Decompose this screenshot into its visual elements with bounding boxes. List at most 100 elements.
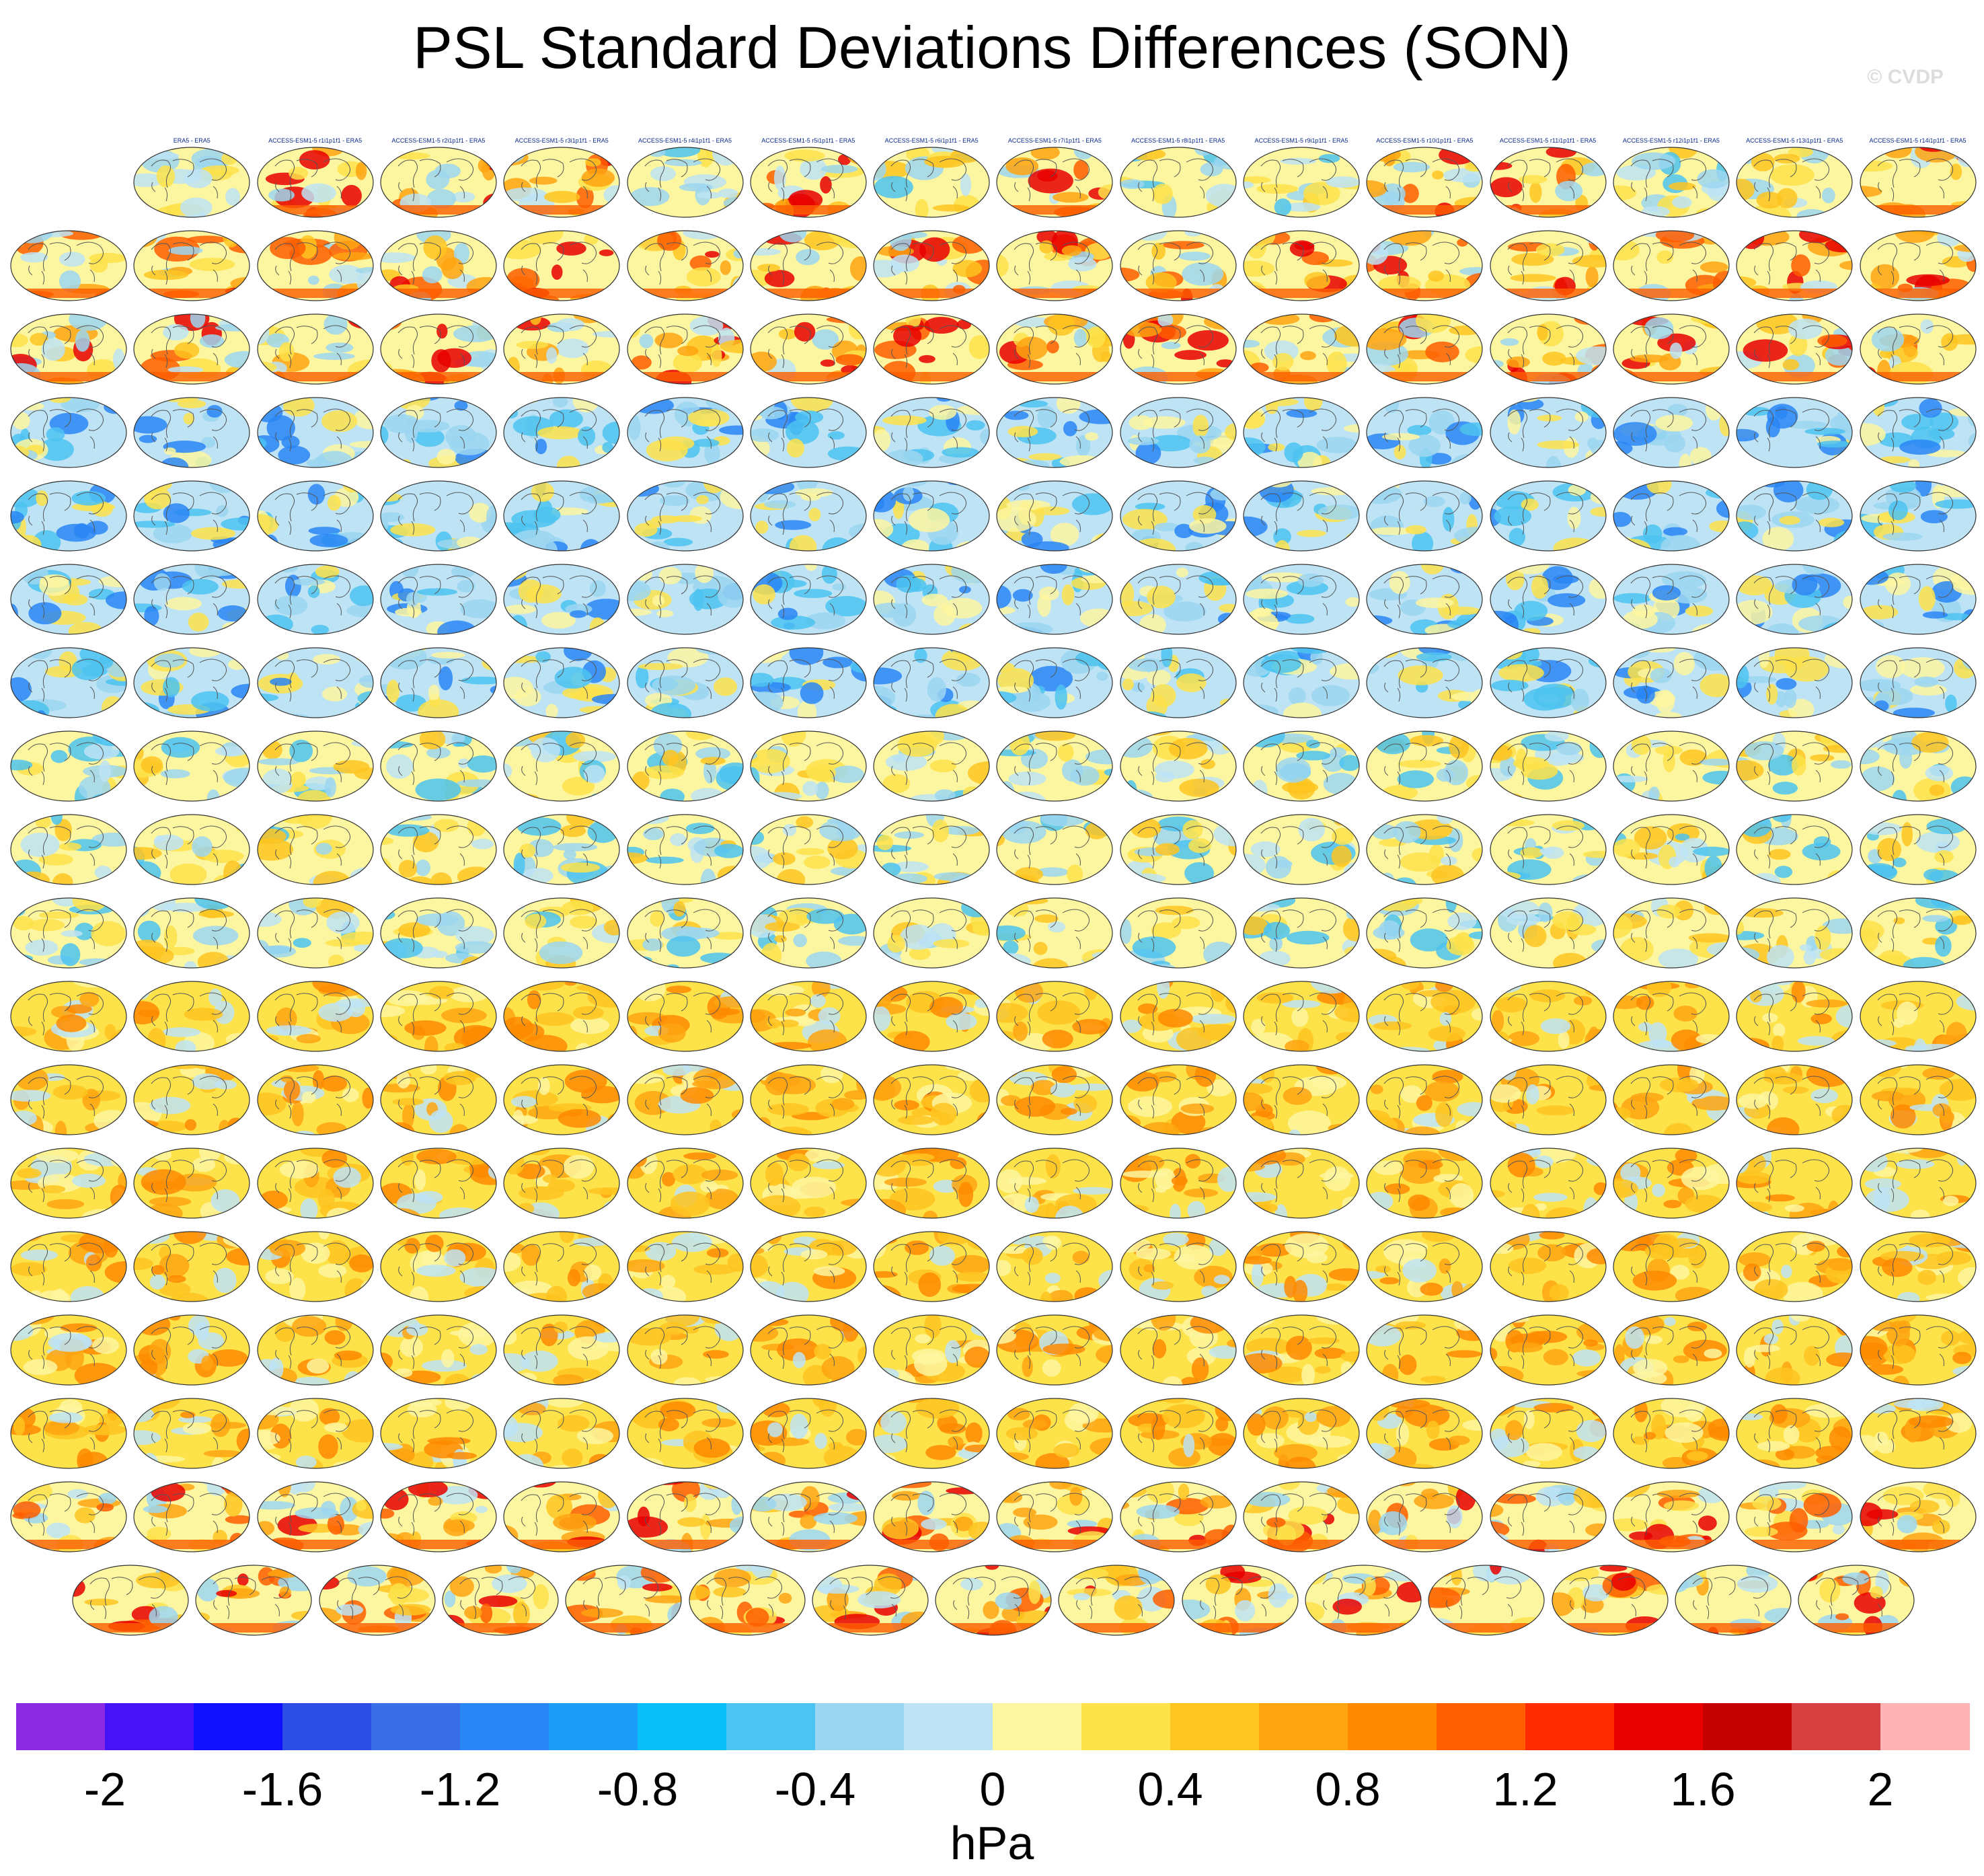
globe-map [1859, 981, 1977, 1052]
map-panel [1119, 303, 1237, 387]
map-panel-title [1735, 720, 1854, 730]
map-panel [1489, 720, 1607, 804]
map-panel-title [256, 1054, 375, 1063]
map-panel-title [502, 887, 621, 897]
map-panel-title [1365, 971, 1484, 980]
map-panel-title [626, 387, 745, 396]
globe-map [1489, 1398, 1607, 1469]
globe-map [626, 897, 744, 969]
map-panel [502, 804, 621, 887]
map-panel-title [441, 1554, 560, 1564]
globe-map [750, 1148, 867, 1219]
map-panel-title: ACCESS-ESM1-5 r11i1p1f1 - ERA5 [1499, 137, 1597, 144]
map-panel [1242, 720, 1361, 804]
map-panel [626, 637, 745, 720]
globe-map [503, 730, 620, 802]
globe-map [256, 1481, 374, 1552]
map-panel-title [1859, 387, 1977, 396]
map-panel [872, 303, 991, 387]
map-panel [1242, 303, 1361, 387]
map-panel-title [1242, 804, 1361, 813]
map-panel-title [1735, 1304, 1854, 1314]
map-panel-title [1242, 637, 1361, 646]
map-panel-title [9, 804, 128, 813]
map-panel-title: ACCESS-ESM1-5 r2i1p1f1 - ERA5 [391, 137, 486, 144]
map-panel-title [872, 887, 991, 897]
map-panel-title [626, 1471, 745, 1480]
map-panel [9, 1137, 128, 1221]
map-panel: ACCESS-ESM1-5 r12i1p1f1 - ERA5 [1612, 137, 1730, 220]
map-panel-title: ACCESS-ESM1-5 r1i1p1f1 - ERA5 [268, 137, 363, 144]
map-panel [749, 1054, 868, 1137]
map-panel-title [1365, 1471, 1484, 1480]
colorbar-segment [1703, 1703, 1792, 1750]
map-panel [379, 637, 498, 720]
map-panel [132, 971, 251, 1054]
map-panel [256, 303, 375, 387]
colorbar-segment [371, 1703, 461, 1750]
map-panel [502, 220, 621, 303]
globe-map [1366, 897, 1483, 969]
map-panel-title [1489, 303, 1607, 313]
globe-map [1613, 814, 1730, 885]
globe-map [996, 1148, 1113, 1219]
globe-map [873, 313, 990, 385]
globe-map [1489, 730, 1607, 802]
map-panel-title [1735, 1137, 1854, 1147]
colorbar-segment [993, 1703, 1082, 1750]
globe-map [380, 1314, 497, 1386]
map-panel [1859, 1221, 1977, 1304]
colorbar-segment [1614, 1703, 1704, 1750]
map-panel-title [1242, 1054, 1361, 1063]
map-panel-title [872, 470, 991, 480]
map-panel-title [256, 1471, 375, 1480]
map-panel-title [749, 470, 868, 480]
map-panel [132, 887, 251, 971]
globe-map [10, 1481, 127, 1552]
map-panel-title [749, 1471, 868, 1480]
globe-map [380, 397, 497, 468]
globe-map [1489, 814, 1607, 885]
globe-map [996, 814, 1113, 885]
map-panel [749, 1304, 868, 1388]
globe-map [1613, 1314, 1730, 1386]
map-panel [379, 720, 498, 804]
map-panel [1242, 804, 1361, 887]
map-panel [1735, 637, 1854, 720]
globe-map [873, 647, 990, 718]
map-panel-title [256, 720, 375, 730]
globe-map [503, 647, 620, 718]
map-panel-title [256, 303, 375, 313]
map-panel-title [1119, 387, 1237, 396]
map-panel [1735, 1388, 1854, 1471]
map-panel-title [9, 637, 128, 646]
globe-map [750, 1314, 867, 1386]
globe-map [1736, 730, 1853, 802]
globe-map [380, 1231, 497, 1302]
globe-map [996, 397, 1113, 468]
globe-map [1366, 397, 1483, 468]
globe-map [1366, 1481, 1483, 1552]
map-panel [441, 1554, 560, 1638]
globe-map [1120, 480, 1237, 552]
map-panel [1859, 470, 1977, 554]
globe-map [10, 313, 127, 385]
globe-map [380, 814, 497, 885]
globe-map [133, 730, 250, 802]
map-panel [1057, 1554, 1176, 1638]
globe-map [10, 1148, 127, 1219]
map-panel-title [1242, 387, 1361, 396]
map-panel-title [995, 1304, 1114, 1314]
map-panel [9, 554, 128, 637]
colorbar-segment [1792, 1703, 1881, 1750]
map-panel [749, 554, 868, 637]
map-panel-title [502, 720, 621, 730]
map-panel-title [379, 1471, 498, 1480]
globe-map [996, 1481, 1113, 1552]
globe-map [1613, 1231, 1730, 1302]
map-panel [872, 887, 991, 971]
map-panel-title [872, 303, 991, 313]
globe-map [380, 1398, 497, 1469]
map-panel [1119, 1304, 1237, 1388]
map-panel [256, 1388, 375, 1471]
